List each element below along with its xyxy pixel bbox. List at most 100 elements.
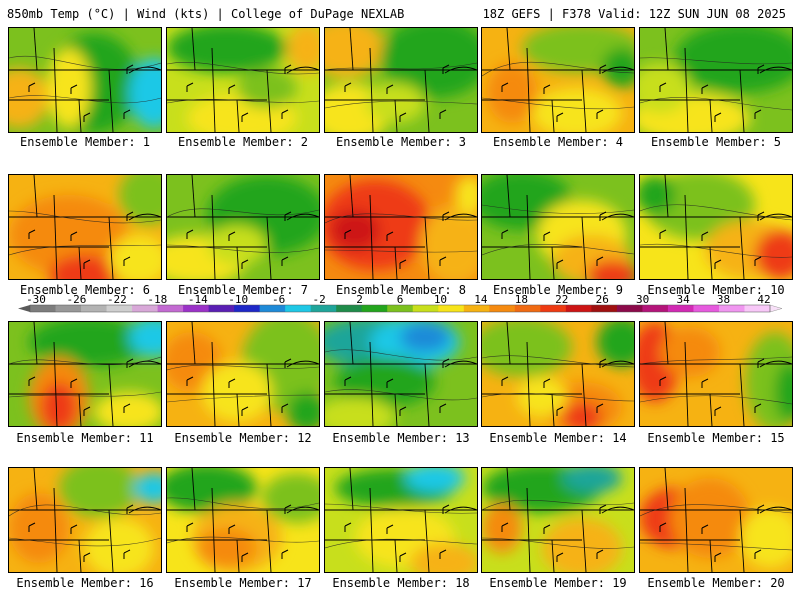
colorbar-tick-label: 42	[757, 295, 770, 306]
temperature-contour-fill	[129, 58, 161, 128]
temperature-contour-fill	[675, 28, 792, 93]
ensemble-member-caption: Ensemble Member: 3	[322, 135, 480, 149]
ensemble-member-caption: Ensemble Member: 19	[479, 576, 637, 590]
colorbar-segment	[642, 305, 669, 312]
member-number: 11	[139, 431, 154, 445]
ensemble-member-map	[8, 467, 162, 573]
colorbar-segment	[744, 305, 771, 312]
caption-prefix: Ensemble Member:	[492, 135, 616, 149]
ensemble-member-caption: Ensemble Member: 5	[637, 135, 795, 149]
temperature-contour-fill	[109, 235, 161, 279]
ensemble-member-caption: Ensemble Member: 14	[479, 431, 637, 445]
colorbar-segment	[106, 305, 133, 312]
ensemble-member-map	[639, 467, 793, 573]
state-borders	[9, 322, 161, 426]
ensemble-member-map	[481, 27, 635, 133]
ensemble-member-caption: Ensemble Member: 20	[637, 576, 795, 590]
colorbar-tick-label: 34	[676, 295, 690, 306]
temperature-contour-fill	[167, 28, 287, 73]
wind-barbs	[659, 64, 765, 122]
temperature-shading	[640, 175, 792, 279]
ensemble-member-map	[481, 321, 635, 427]
caption-prefix: Ensemble Member:	[16, 576, 140, 590]
state-borders	[167, 468, 319, 572]
ensemble-member-map	[166, 467, 320, 573]
temperature-shading	[167, 322, 319, 426]
caption-prefix: Ensemble Member:	[174, 431, 298, 445]
isotherm-lines	[167, 61, 319, 104]
wind-barbs	[186, 211, 292, 269]
ensemble-member-map	[8, 174, 162, 280]
temperature-shading	[29, 322, 161, 426]
ensemble-member-map	[481, 174, 635, 280]
temperature-contour-fill	[740, 508, 792, 568]
colorbar-segment	[30, 305, 57, 312]
temperature-contour-fill	[455, 175, 477, 215]
state-borders	[9, 175, 161, 279]
wind-barbs	[659, 504, 765, 562]
temperature-contour-fill	[660, 327, 720, 377]
member-number: 20	[770, 576, 785, 590]
wind-barbs	[344, 504, 450, 562]
isotherm-lines	[9, 356, 161, 398]
colorbar-segment	[616, 305, 643, 312]
state-borders	[167, 175, 319, 279]
temperature-contour-fill	[9, 195, 129, 275]
member-number: 8	[458, 283, 467, 297]
colorbar-segment	[514, 305, 541, 312]
colorbar-segment	[183, 305, 210, 312]
state-borders	[325, 28, 477, 132]
isotherm-lines	[482, 204, 634, 256]
colorbar-segment	[157, 305, 184, 312]
isotherm-lines	[167, 497, 319, 544]
caption-prefix: Ensemble Member:	[174, 576, 298, 590]
isotherm-lines	[325, 503, 477, 549]
state-borders	[325, 175, 477, 279]
colorbar-tick-label: -22	[107, 295, 127, 306]
caption-prefix: Ensemble Member:	[332, 576, 456, 590]
caption-prefix: Ensemble Member:	[19, 283, 143, 297]
colorbar-segment	[81, 305, 108, 312]
ensemble-member-caption: Ensemble Member: 12	[164, 431, 322, 445]
colorbar-segment	[412, 305, 439, 312]
colorbar-segment	[463, 305, 490, 312]
temperature-contour-fill	[47, 48, 91, 128]
temperature-shading	[325, 28, 477, 132]
member-number: 14	[612, 431, 627, 445]
wind-barbs	[659, 358, 765, 416]
ensemble-member-map	[166, 174, 320, 280]
wind-barbs	[186, 358, 292, 416]
map-header: 850mb Temp (°C) | Wind (kts) | College o…	[0, 0, 800, 24]
member-number: 10	[770, 283, 785, 297]
temperature-contour-fill	[325, 28, 385, 78]
temperature-contour-fill	[562, 402, 602, 426]
temperature-contour-fill	[59, 468, 139, 518]
wind-barbs	[501, 504, 607, 562]
temperature-contour-fill	[400, 322, 450, 352]
state-borders	[167, 322, 319, 426]
temperature-contour-fill	[197, 528, 257, 568]
temperature-colorbar: -30 -26 -22 -18 -14 -10 -6 -2 2 6 10 14 18 22 26 30 34 38…	[0, 295, 800, 317]
state-borders	[482, 468, 634, 572]
temperature-contour-fill	[487, 63, 537, 123]
temperature-shading	[9, 33, 161, 132]
isotherm-lines	[325, 213, 477, 253]
temperature-shading	[482, 468, 622, 572]
ensemble-member-caption: Ensemble Member: 4	[479, 135, 637, 149]
temperature-contour-fill	[532, 88, 622, 132]
isotherm-lines	[482, 355, 634, 402]
temperature-contour-fill	[202, 362, 272, 422]
temperature-contour-fill	[119, 175, 161, 225]
isotherm-lines	[640, 356, 792, 405]
member-number: 18	[455, 576, 470, 590]
caption-prefix: Ensemble Member:	[332, 431, 456, 445]
temperature-shading	[335, 468, 477, 572]
ensemble-member-map	[324, 27, 478, 133]
colorbar-low-arrow	[18, 305, 30, 312]
colorbar-segment	[693, 305, 720, 312]
ensemble-member-map	[324, 174, 478, 280]
temperature-contour-fill	[9, 68, 49, 128]
member-number: 17	[297, 576, 312, 590]
isotherm-lines	[167, 364, 319, 403]
temperature-contour-fill	[380, 28, 477, 98]
